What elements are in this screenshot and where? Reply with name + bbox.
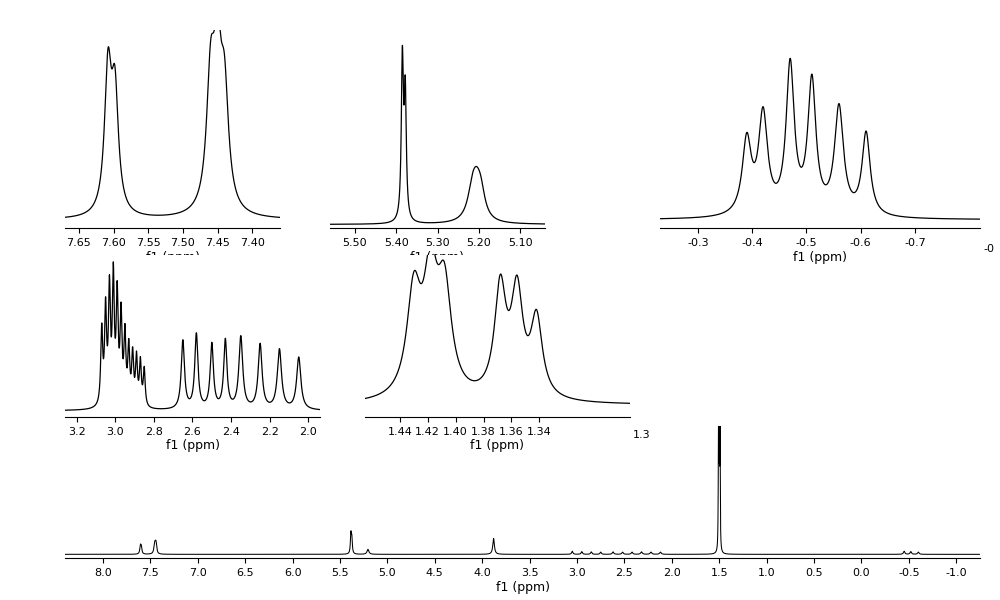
X-axis label: f1 (ppm): f1 (ppm) (496, 581, 550, 593)
X-axis label: f1 (ppm): f1 (ppm) (471, 439, 524, 452)
X-axis label: f1 (ppm): f1 (ppm) (793, 251, 847, 263)
X-axis label: f1 (ppm): f1 (ppm) (166, 439, 220, 452)
Text: -0: -0 (983, 244, 994, 254)
Text: 1.3: 1.3 (633, 430, 650, 440)
X-axis label: f1 (ppm): f1 (ppm) (411, 251, 464, 263)
X-axis label: f1 (ppm): f1 (ppm) (146, 251, 200, 263)
